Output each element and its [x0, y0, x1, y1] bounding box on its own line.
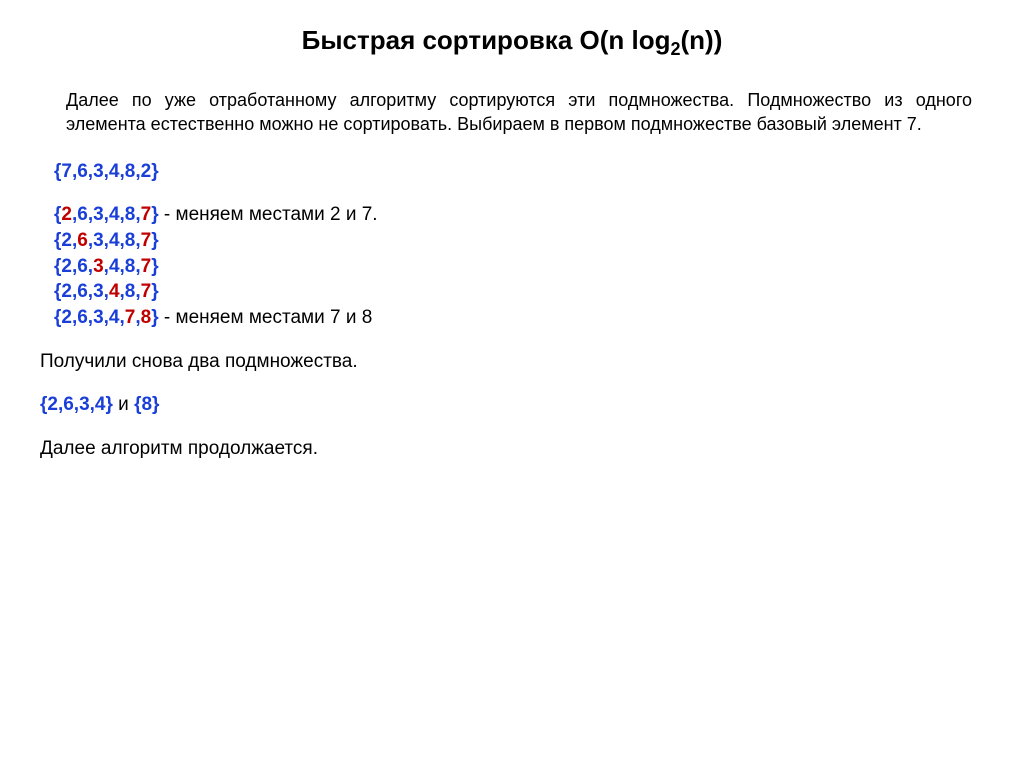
subset-2: {8} [134, 394, 159, 415]
l3-c: ,3,4,8, [88, 230, 141, 251]
l6-note: - меняем местами 7 и 8 [159, 307, 373, 328]
l4-a: {2,6, [54, 256, 93, 277]
array-line-2: {2,6,3,4,8,7} - меняем местами 2 и 7. [54, 202, 984, 228]
l3-d: 7 [141, 230, 152, 251]
array-line-4: {2,6,3,4,8,7} [54, 254, 984, 280]
array-1-content: {7,6,3,4,8,2} [54, 161, 159, 182]
array-line-1: {7,6,3,4,8,2} [54, 159, 984, 185]
title-subscript: 2 [670, 39, 680, 59]
intro-paragraph: Далее по уже отработанному алгоритму сор… [66, 88, 972, 137]
intro-text: Далее по уже отработанному алгоритму сор… [66, 90, 972, 134]
l5-e: } [151, 281, 158, 302]
array-line-5: {2,6,3,4,8,7} [54, 279, 984, 305]
result-text: Получили снова два подмножества. [40, 349, 984, 375]
title-prefix: Быстрая сортировка О(n log [302, 25, 671, 55]
l2-brace2: } [151, 204, 158, 225]
l6-d: 8 [141, 307, 152, 328]
l6-b: 7 [125, 307, 136, 328]
l4-d: 7 [141, 256, 152, 277]
l3-e: } [151, 230, 158, 251]
subset-mid: и [113, 394, 134, 415]
l2-mid: ,6,3,4,8, [72, 204, 141, 225]
subset-1: {2,6,3,4} [40, 394, 113, 415]
l6-e: } [151, 307, 158, 328]
l4-b: 3 [93, 256, 104, 277]
l5-d: 7 [141, 281, 152, 302]
l2-swap2: 7 [141, 204, 152, 225]
l6-a: {2,6,3,4, [54, 307, 125, 328]
subsets-line: {2,6,3,4} и {8} [40, 392, 984, 418]
l2-note: - меняем местами 2 и 7. [159, 204, 378, 225]
l5-a: {2,6,3, [54, 281, 109, 302]
l3-a: {2, [54, 230, 77, 251]
title-suffix: (n)) [681, 25, 723, 55]
array-line-3: {2,6,3,4,8,7} [54, 228, 984, 254]
l4-c: ,4,8, [104, 256, 141, 277]
l4-e: } [151, 256, 158, 277]
array-line-6: {2,6,3,4,7,8} - меняем местами 7 и 8 [54, 305, 984, 331]
l2-swap1: 2 [61, 204, 72, 225]
page-title: Быстрая сортировка О(n log2(n)) [40, 25, 984, 60]
l5-b: 4 [109, 281, 120, 302]
l3-b: 6 [77, 230, 88, 251]
continue-text: Далее алгоритм продолжается. [40, 436, 984, 462]
l5-c: ,8, [120, 281, 141, 302]
